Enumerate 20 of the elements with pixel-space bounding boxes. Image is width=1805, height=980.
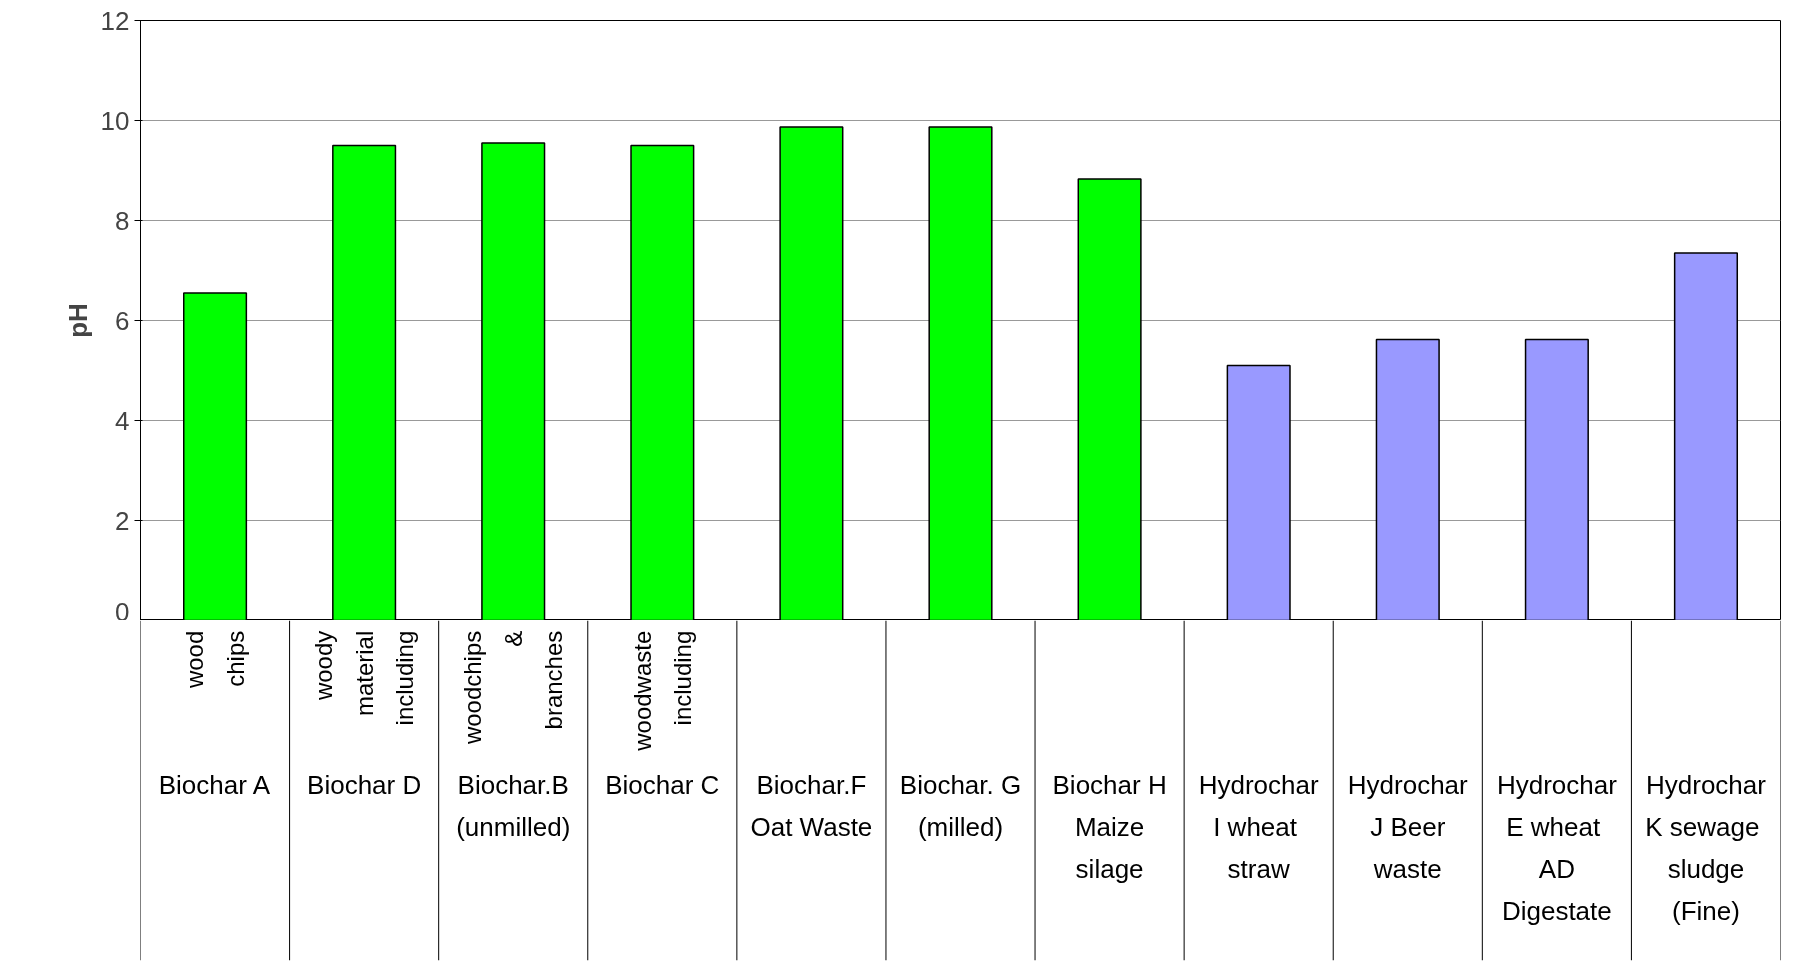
x-tick-label: Biochar.F Oat Waste [750,770,873,843]
y-axis-title: pH [62,303,93,338]
x-tick-label: Hydrochar K sewage sludge (Fine) [1645,770,1767,927]
x-tick-label: Biochar H Maize silage [1052,770,1167,885]
y-tick-label: 4 [115,405,130,436]
y-tick-label: 10 [100,105,130,136]
x-tick-label: Hydrochar E wheat AD Digestate [1496,770,1618,927]
x-tick-label: Biochar D [307,770,422,801]
x-tick-label: Biochar C [605,770,720,801]
y-tick-label: 2 [115,505,130,536]
x-tick-label: Biochar. G (milled) [899,770,1022,843]
x-tick-label: Hydrochar J Beer waste [1347,770,1469,885]
x-tick-label: Biochar.B (unmilled) [456,770,571,843]
x-tick-label: Biochar A [158,770,271,801]
y-tick-label: 0 [115,596,130,627]
x-tick-label: Hydrochar I wheat straw [1198,770,1319,885]
y-tick-label: 8 [115,205,130,236]
y-tick-label: 6 [115,305,130,336]
y-tick-label: 12 [100,5,130,36]
text: wood chips [181,630,249,690]
